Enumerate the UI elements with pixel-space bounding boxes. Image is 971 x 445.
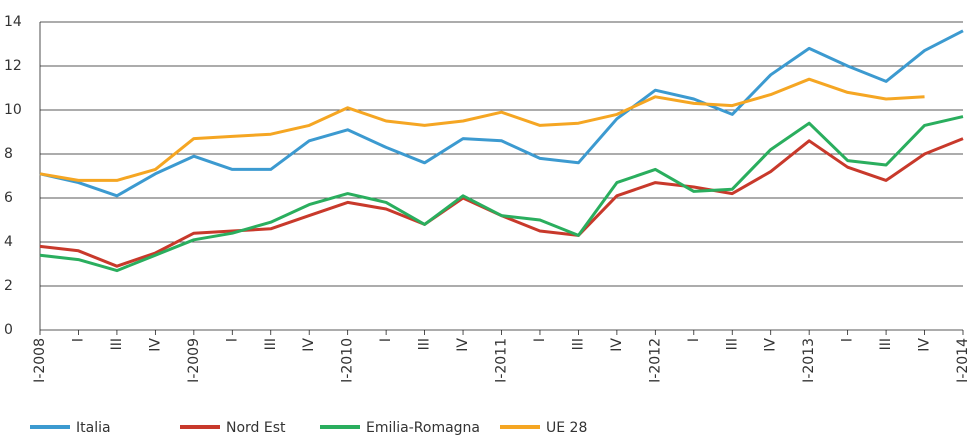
x-tick-label: IV [301, 338, 317, 352]
x-tick-label: IV [455, 338, 471, 352]
x-tick-label: III [570, 338, 586, 350]
legend-label: UE 28 [546, 420, 587, 436]
x-tick-label: I [532, 338, 548, 342]
x-tick-label: I-2014 [955, 338, 971, 383]
y-tick-label: 8 [4, 146, 13, 162]
x-tick-label: I [686, 338, 702, 342]
series-line [39, 29, 964, 198]
y-tick-label: 4 [4, 234, 13, 250]
y-tick-label: 2 [4, 278, 13, 294]
x-tick-label: III [417, 338, 433, 350]
x-tick-label: IV [147, 338, 163, 352]
x-tick-label: I [224, 338, 240, 342]
x-tick-label: III [263, 338, 279, 350]
x-tick-label: IV [763, 338, 779, 352]
y-tick-label: 10 [4, 102, 22, 118]
series-line [39, 115, 964, 273]
series-line [39, 77, 925, 182]
y-tick-label: 0 [4, 322, 13, 338]
x-tick-label: I [70, 338, 86, 342]
legend-label: Nord Est [226, 420, 286, 436]
x-tick-label: I-2008 [32, 338, 48, 383]
legend-label: Emilia-Romagna [366, 420, 480, 436]
x-tick-label: III [878, 338, 894, 350]
legend-label: Italia [76, 420, 111, 436]
y-tick-label: 6 [4, 190, 13, 206]
x-tick-label: IV [917, 338, 933, 352]
x-tick-label: I-2011 [494, 338, 510, 383]
y-tick-label: 12 [4, 58, 22, 74]
x-tick-label: IV [609, 338, 625, 352]
x-tick-label: I [840, 338, 856, 342]
x-tick-label: III [724, 338, 740, 350]
x-tick-label: I-2009 [186, 338, 202, 383]
x-tick-label: I-2013 [801, 338, 817, 383]
x-tick-label: III [109, 338, 125, 350]
x-tick-label: I-2010 [340, 338, 356, 383]
x-tick-label: I [378, 338, 394, 342]
x-tick-label: I-2012 [647, 338, 663, 383]
y-tick-label: 14 [4, 14, 22, 30]
